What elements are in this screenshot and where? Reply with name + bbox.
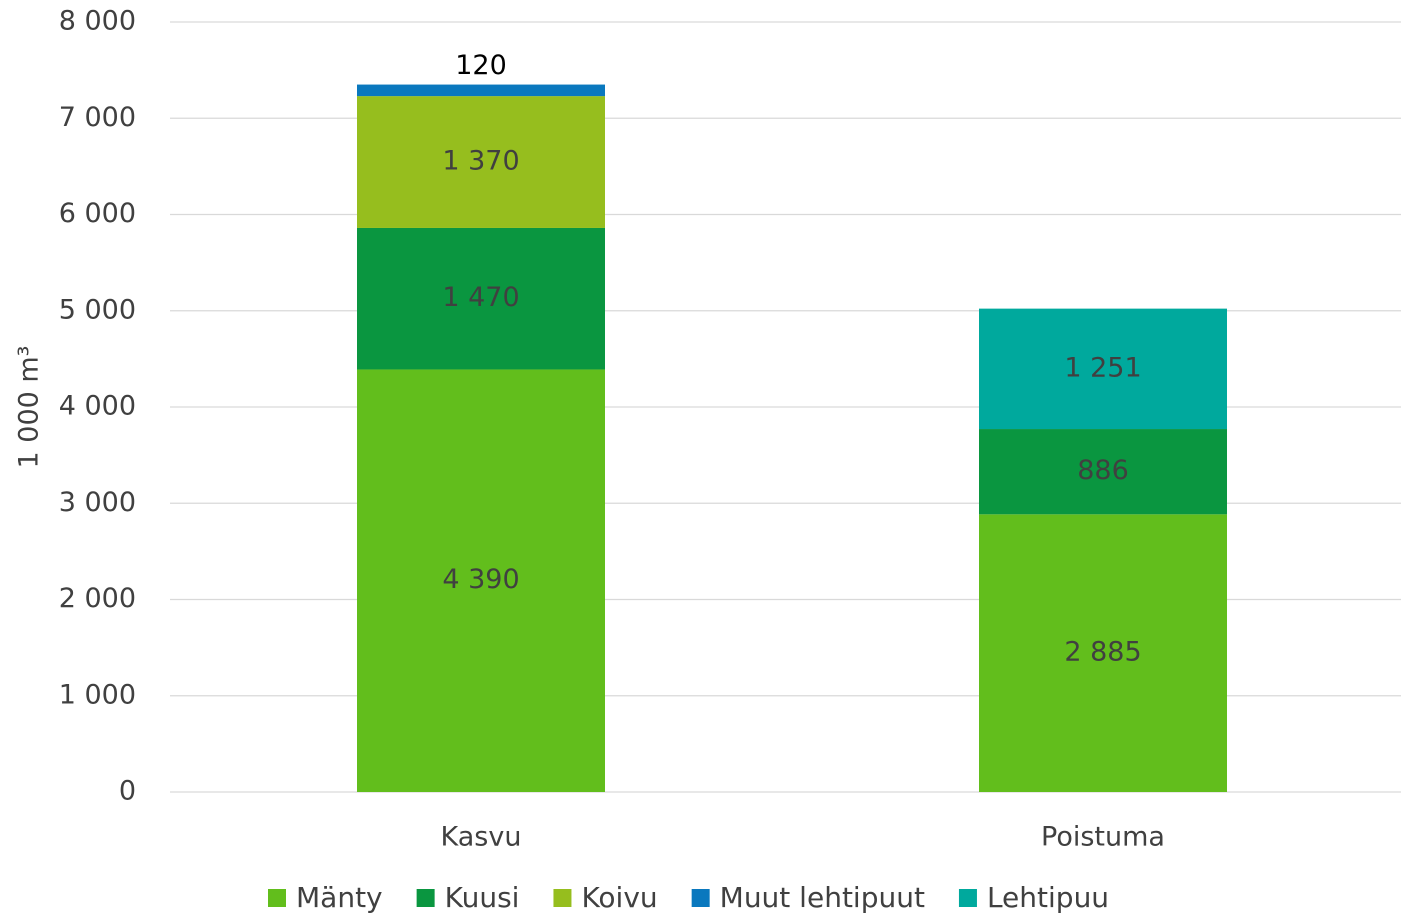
legend-label: Mänty	[296, 881, 383, 914]
data-label: 2 885	[1064, 637, 1141, 668]
legend-label: Muut lehtipuut	[720, 881, 925, 914]
y-tick-label: 5 000	[59, 294, 136, 325]
bar-segment	[357, 369, 605, 792]
data-label: 4 390	[442, 564, 519, 595]
legend-swatch	[691, 889, 710, 907]
y-tick-label: 4 000	[59, 391, 136, 422]
y-tick-label: 8 000	[59, 6, 136, 37]
y-tick-label: 6 000	[59, 198, 136, 229]
x-tick-label: Poistuma	[1041, 822, 1165, 853]
legend-swatch	[553, 889, 572, 907]
data-label: 120	[455, 50, 507, 81]
legend-label: Koivu	[581, 881, 657, 914]
bar-segment	[979, 308, 1227, 430]
y-tick-label: 1 000	[59, 679, 136, 710]
bar-segment	[357, 84, 605, 97]
data-label: 1 470	[442, 282, 519, 313]
legend-swatch	[416, 889, 435, 907]
y-tick-label: 3 000	[59, 487, 136, 518]
data-label: 1 370	[442, 146, 519, 177]
data-label: 886	[1077, 455, 1129, 486]
bar-segment	[357, 96, 605, 228]
x-tick-label: Kasvu	[441, 822, 522, 853]
y-tick-label: 0	[119, 776, 136, 807]
y-tick-label: 7 000	[59, 102, 136, 133]
bar-segment	[979, 514, 1227, 792]
legend-swatch	[958, 889, 977, 907]
legend-swatch	[268, 889, 286, 907]
y-axis-label: 1 000 m³	[14, 345, 45, 468]
y-tick-label: 2 000	[59, 583, 136, 614]
data-label: 1 251	[1064, 352, 1141, 383]
bar-segment	[979, 429, 1227, 515]
legend-label: Lehtipuu	[987, 881, 1109, 914]
legend-label: Kuusi	[445, 881, 520, 914]
bar-segment	[357, 227, 605, 370]
